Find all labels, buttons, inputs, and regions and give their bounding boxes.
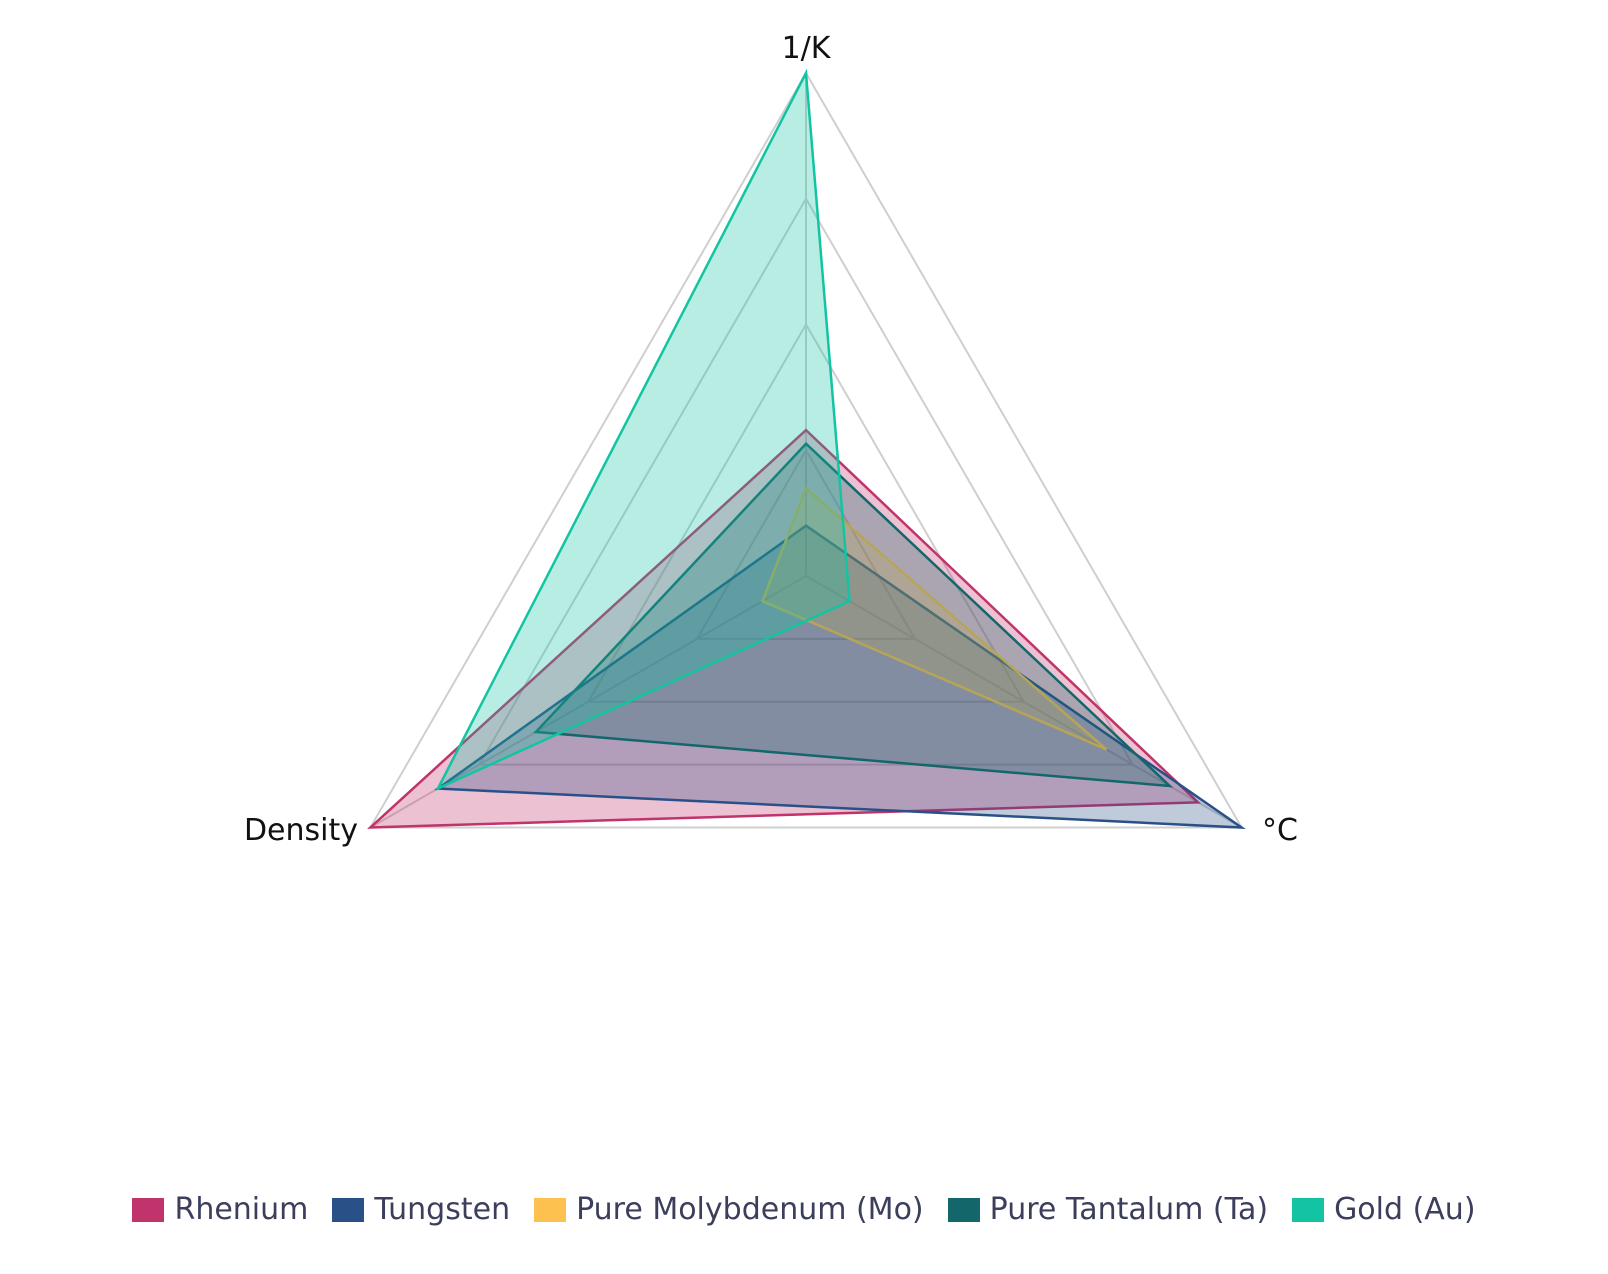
legend-item-gold[interactable]: Gold (Au) bbox=[1292, 1192, 1476, 1227]
series-pure-molybdenum-mo[interactable] bbox=[760, 486, 1108, 751]
axis-label-top: 1/K bbox=[782, 31, 832, 66]
legend: Rhenium Tungsten Pure Molybdenum (Mo) Pu… bbox=[0, 1192, 1608, 1227]
legend-item-tantalum[interactable]: Pure Tantalum (Ta) bbox=[947, 1192, 1269, 1227]
legend-label: Rhenium bbox=[174, 1192, 309, 1227]
series-pure-tantalum-ta[interactable] bbox=[533, 441, 1174, 788]
legend-item-tungsten[interactable]: Tungsten bbox=[332, 1192, 510, 1227]
legend-swatch bbox=[947, 1197, 980, 1222]
legend-swatch bbox=[332, 1197, 365, 1222]
grid-ring bbox=[695, 448, 917, 640]
legend-swatch bbox=[132, 1197, 165, 1222]
legend-swatch bbox=[534, 1197, 567, 1222]
radar-grid bbox=[368, 70, 1244, 829]
legend-label: Pure Tantalum (Ta) bbox=[989, 1192, 1269, 1227]
legend-item-molybdenum[interactable]: Pure Molybdenum (Mo) bbox=[534, 1192, 924, 1227]
legend-label: Pure Molybdenum (Mo) bbox=[576, 1192, 924, 1227]
axis-label-left: Density bbox=[244, 813, 358, 848]
grid-ring bbox=[586, 322, 1026, 703]
legend-label: Tungsten bbox=[374, 1192, 511, 1227]
legend-swatch bbox=[1292, 1197, 1325, 1222]
axis-label-right: °C bbox=[1262, 813, 1298, 848]
series-rhenium[interactable] bbox=[367, 428, 1202, 829]
legend-label: Gold (Au) bbox=[1334, 1192, 1476, 1227]
grid-ring bbox=[368, 70, 1244, 829]
series-gold-au[interactable] bbox=[435, 68, 851, 792]
grid-ring bbox=[477, 196, 1135, 766]
legend-item-rhenium[interactable]: Rhenium bbox=[132, 1192, 308, 1227]
radar-series bbox=[367, 68, 1246, 829]
